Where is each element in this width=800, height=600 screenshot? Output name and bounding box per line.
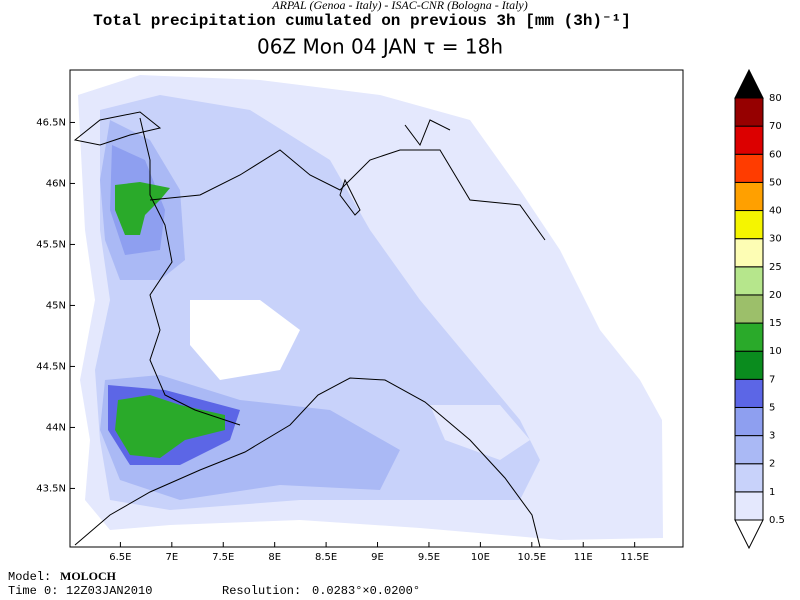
- colorbar-over: [734, 68, 764, 99]
- x-tick-label: 10.5E: [518, 552, 547, 563]
- y-tick-label: 44N: [46, 422, 66, 433]
- colorbar-box: [734, 350, 764, 380]
- x-tick-label: 11E: [574, 552, 593, 563]
- footer: Model: MOLOCH Time 0: 12Z03JAN2010 Resol…: [8, 569, 420, 598]
- colorbar: 0.5 1 2 3 5 7 10 15 20 25 30 40 50 60 70 80: [734, 68, 785, 550]
- colorbar-box: [734, 435, 764, 465]
- lake: [404, 119, 451, 147]
- x-tick-label: 11.5E: [620, 552, 649, 563]
- x-tick-label: 6.5E: [109, 552, 131, 563]
- map-ticks: 6.5E 7E 7.5E 8E 8.5E 9E 9.5E 10E 10.5E 11E 11.5E 43…: [36, 117, 649, 563]
- coastline: [74, 377, 541, 548]
- colorbar-label: 25: [769, 262, 782, 273]
- x-tick-label: 9.5E: [418, 552, 440, 563]
- y-tick-label: 46N: [46, 178, 66, 189]
- x-tick-label: 8.5E: [315, 552, 337, 563]
- x-tick-label: 8E: [268, 552, 281, 563]
- x-tick-label: 7E: [165, 552, 178, 563]
- colorbar-label: 30: [769, 234, 782, 245]
- y-tick-label: 45N: [46, 300, 66, 311]
- coastlines: [73, 111, 546, 548]
- x-tick-label: 7.5E: [212, 552, 234, 563]
- colorbar-label: 50: [769, 177, 782, 188]
- precip-green: [115, 182, 170, 235]
- border: [139, 117, 241, 426]
- y-tick-label: 45.5N: [36, 239, 66, 250]
- model-label: Model:: [8, 570, 51, 584]
- lake: [73, 111, 162, 146]
- subtitle: 06Z Mon 04 JAN τ = 18h: [257, 35, 503, 59]
- colorbar-box: [734, 491, 764, 521]
- colorbar-label: 5: [769, 402, 775, 413]
- x-tick-label: 9E: [371, 552, 384, 563]
- colorbar-label: 40: [769, 206, 782, 217]
- colorbar-box: [734, 378, 764, 408]
- colorbar-label: 20: [769, 290, 782, 301]
- colorbar-box: [734, 97, 764, 127]
- lake: [339, 178, 361, 216]
- colorbar-box: [734, 322, 764, 352]
- model: MOLOCH: [60, 569, 117, 583]
- y-tick-label: 46.5N: [36, 117, 66, 128]
- colorbar-box: [734, 210, 764, 240]
- colorbar-label: 0.5: [769, 515, 785, 526]
- time: 12Z03JAN2010: [66, 584, 152, 598]
- border: [149, 149, 546, 241]
- colorbar-label: 15: [769, 318, 782, 329]
- colorbar-label: 3: [769, 431, 775, 442]
- colorbar-label: 7: [769, 374, 775, 385]
- x-tick-label: 10E: [471, 552, 490, 563]
- credit: ARPAL (Genoa - Italy) - ISAC-CNR (Bologn…: [271, 0, 528, 12]
- time-label: Time 0:: [8, 584, 58, 598]
- colorbar-box: [734, 181, 764, 212]
- colorbar-label: 10: [769, 346, 782, 357]
- title: Total precipitation cumulated on previou…: [93, 12, 631, 30]
- colorbar-box: [734, 153, 764, 183]
- colorbar-label: 80: [769, 93, 782, 104]
- colorbar-box: [734, 238, 764, 268]
- colorbar-label: 1: [769, 487, 775, 498]
- colorbar-label: 2: [769, 459, 775, 470]
- colorbar-box: [734, 266, 764, 296]
- colorbar-box: [734, 406, 764, 437]
- resolution: 0.0283°×0.0200°: [312, 584, 420, 598]
- resolution-label: Resolution:: [222, 584, 301, 598]
- precip-field: [78, 75, 663, 540]
- colorbar-box: [734, 463, 764, 493]
- precip-gap: [430, 405, 530, 460]
- y-tick-label: 43.5N: [36, 483, 66, 494]
- colorbar-under: [734, 519, 764, 550]
- map-frame: [69, 69, 684, 548]
- colorbar-box: [734, 294, 764, 324]
- colorbar-box: [734, 125, 764, 155]
- y-tick-label: 44.5N: [36, 361, 66, 372]
- colorbar-label: 70: [769, 121, 782, 132]
- colorbar-label: 60: [769, 149, 782, 160]
- precip-gap: [190, 300, 300, 380]
